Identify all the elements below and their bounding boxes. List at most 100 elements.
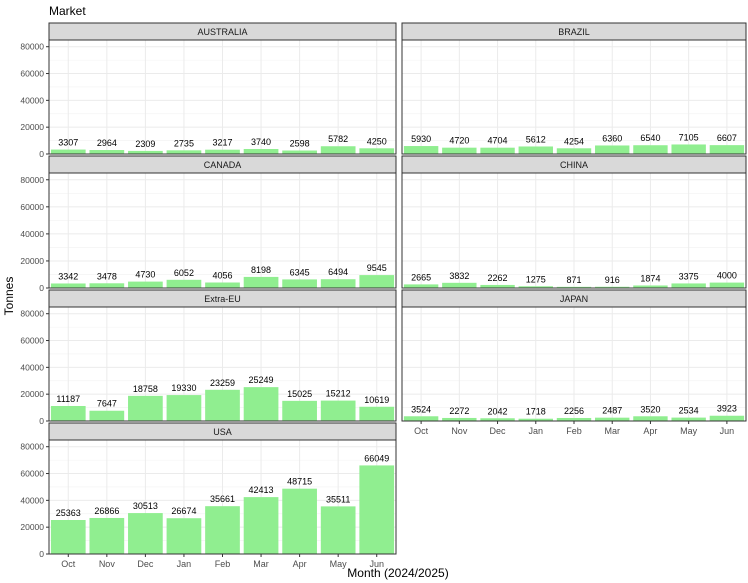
bar-usa-mar xyxy=(243,497,279,554)
bar-extra-eu-dec xyxy=(128,395,163,421)
y-tick-label: 40000 xyxy=(20,229,44,239)
x-tick-label: Feb xyxy=(215,559,231,569)
data-label: 2487 xyxy=(602,406,622,416)
panel-border-extra-eu xyxy=(48,306,397,422)
data-label: 23259 xyxy=(210,378,235,388)
x-tick-label: Apr xyxy=(293,559,307,569)
data-label: 4000 xyxy=(717,271,737,281)
strip-label-canada: CANADA xyxy=(204,160,242,170)
bar-canada-jan xyxy=(166,279,202,288)
data-label: 916 xyxy=(605,275,620,285)
bar-canada-oct xyxy=(50,283,86,288)
data-label: 3740 xyxy=(251,137,271,147)
y-tick-label: 20000 xyxy=(20,122,44,132)
data-label: 7105 xyxy=(679,132,699,142)
bar-japan-dec xyxy=(480,418,515,421)
bar-extra-eu-jan xyxy=(166,395,202,421)
y-tick-label: 20000 xyxy=(20,256,44,266)
x-tick-label: Nov xyxy=(99,559,116,569)
data-label: 4250 xyxy=(367,136,387,146)
bar-japan-nov xyxy=(442,417,477,421)
bar-brazil-dec xyxy=(480,147,515,154)
panel-border-brazil xyxy=(401,39,747,155)
data-label: 18758 xyxy=(133,384,158,394)
y-tick-label: 0 xyxy=(39,549,44,559)
bar-brazil-jun xyxy=(709,145,745,154)
y-tick-label: 20000 xyxy=(20,522,44,532)
bar-usa-may xyxy=(320,506,356,554)
bar-australia-mar xyxy=(243,148,279,154)
data-label: 6052 xyxy=(174,268,194,278)
data-label: 2309 xyxy=(135,139,155,149)
y-tick-label: 20000 xyxy=(20,389,44,399)
bar-usa-oct xyxy=(50,519,86,554)
y-tick-label: 60000 xyxy=(20,69,44,79)
data-label: 4254 xyxy=(564,136,584,146)
bar-brazil-mar xyxy=(595,145,630,154)
data-label: 3923 xyxy=(717,404,737,414)
x-tick-label: Jan xyxy=(177,559,192,569)
bar-australia-jun xyxy=(359,148,395,154)
bar-japan-jun xyxy=(709,415,745,421)
data-label: 8198 xyxy=(251,265,271,275)
data-label: 4730 xyxy=(135,270,155,280)
bar-brazil-oct xyxy=(403,146,439,154)
bar-japan-jan xyxy=(518,418,553,421)
y-tick-label: 60000 xyxy=(20,336,44,346)
bar-brazil-may xyxy=(671,144,706,154)
data-label: 6345 xyxy=(290,267,310,277)
x-tick-label: May xyxy=(680,426,698,436)
x-tick-label: Mar xyxy=(253,559,269,569)
data-label: 15212 xyxy=(326,389,351,399)
data-label: 35511 xyxy=(326,494,350,504)
data-label: 10619 xyxy=(364,395,389,405)
data-label: 6360 xyxy=(602,133,622,143)
bar-australia-oct xyxy=(50,149,86,154)
bar-australia-feb xyxy=(205,149,240,154)
bar-usa-apr xyxy=(282,488,317,554)
x-tick-label: Jun xyxy=(369,559,384,569)
data-label: 2665 xyxy=(411,272,431,282)
y-tick-label: 0 xyxy=(39,149,44,159)
data-label: 5782 xyxy=(328,134,348,144)
y-tick-label: 0 xyxy=(39,416,44,426)
bar-brazil-feb xyxy=(556,148,592,154)
bar-japan-feb xyxy=(556,417,592,421)
bar-china-dec xyxy=(480,284,515,288)
bar-canada-apr xyxy=(282,279,317,288)
x-tick-label: May xyxy=(330,559,348,569)
data-label: 3520 xyxy=(640,404,660,414)
data-label: 1874 xyxy=(640,273,660,283)
data-label: 4720 xyxy=(449,136,469,146)
data-label: 3832 xyxy=(449,271,469,281)
data-label: 7647 xyxy=(97,399,117,409)
bar-canada-mar xyxy=(243,276,279,288)
x-tick-label: Apr xyxy=(643,426,657,436)
data-label: 3342 xyxy=(58,271,78,281)
strip-label-usa: USA xyxy=(213,427,232,437)
data-label: 4056 xyxy=(212,271,232,281)
x-tick-label: Mar xyxy=(604,426,620,436)
y-tick-label: 80000 xyxy=(20,42,44,52)
bar-extra-eu-oct xyxy=(50,405,86,421)
data-label: 6607 xyxy=(717,133,737,143)
bar-brazil-apr xyxy=(633,145,668,154)
data-label: 2262 xyxy=(488,273,508,283)
bar-china-jun xyxy=(709,282,745,288)
bar-china-feb xyxy=(556,286,592,288)
data-label: 26866 xyxy=(94,506,119,516)
strip-label-australia: AUSTRALIA xyxy=(197,27,247,37)
data-label: 6540 xyxy=(640,133,660,143)
data-label: 2598 xyxy=(290,139,310,149)
x-axis-label: Month (2024/2025) xyxy=(347,566,448,580)
data-label: 3217 xyxy=(212,138,232,148)
data-label: 1275 xyxy=(526,274,546,284)
data-label: 35661 xyxy=(210,494,235,504)
bar-extra-eu-may xyxy=(320,400,356,421)
y-tick-label: 80000 xyxy=(20,442,44,452)
bar-usa-jan xyxy=(166,518,202,554)
x-tick-label: Jan xyxy=(529,426,544,436)
bar-australia-dec xyxy=(128,150,163,154)
y-tick-label: 60000 xyxy=(20,469,44,479)
